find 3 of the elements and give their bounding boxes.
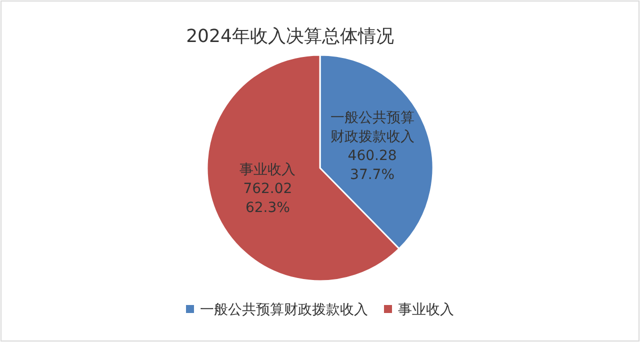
legend-label: 一般公共预算财政拨款收入 [200, 302, 368, 318]
chart-title: 2024年收入决算总体情况 [186, 26, 394, 47]
legend-label: 事业收入 [398, 302, 454, 318]
